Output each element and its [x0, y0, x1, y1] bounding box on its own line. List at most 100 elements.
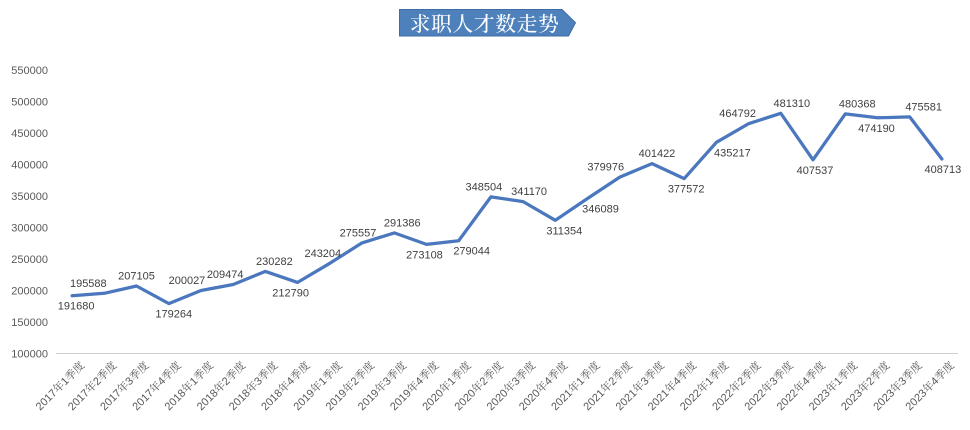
data-label: 209474	[207, 269, 244, 281]
axis-label-text-run: 4	[929, 375, 942, 388]
axis-label-text-run: 3	[896, 375, 909, 388]
axis-label-text-run: 2019	[388, 387, 414, 413]
y-axis-label: 300000	[11, 223, 48, 235]
y-axis-label: 350000	[11, 191, 48, 203]
series-line	[70, 111, 944, 306]
axis-label-text-run: 3	[381, 375, 394, 388]
data-label: 191680	[58, 301, 95, 313]
axis-label-text-run: 2022	[710, 387, 736, 413]
axis-label-text-run: 2020	[453, 387, 479, 413]
axis-label-text-run: 4	[671, 375, 684, 388]
data-label: 474190	[858, 123, 895, 135]
axis-label-text-run: 2017	[34, 387, 60, 413]
axis-label-text-run: 3	[768, 375, 781, 388]
y-axis-label: 200000	[11, 286, 48, 298]
axis-label-text-run: 2020	[517, 387, 543, 413]
x-axis: 2017120172201732017420181201822018320184…	[34, 353, 958, 413]
data-label: 230282	[256, 256, 293, 268]
y-axis-label: 500000	[11, 97, 48, 109]
axis-label-text-run: 3	[510, 375, 523, 388]
data-label: 200027	[169, 275, 206, 287]
data-label: 243204	[304, 248, 341, 260]
axis-label-text-run: 2021	[581, 387, 607, 413]
axis-label-text-run: 2	[478, 375, 491, 388]
axis-label-text-run: 2023	[871, 387, 897, 413]
y-axis-label: 400000	[11, 160, 48, 172]
axis-label-text-run: 2018	[227, 387, 253, 413]
axis-label-text-run: 1	[317, 375, 330, 388]
axis-label-text-run: 2019	[324, 387, 350, 413]
y-axis: 100000 150000 200000 250000 300000 350000 4000…	[11, 65, 48, 361]
data-label: 464792	[719, 108, 756, 120]
data-label: 341170	[511, 186, 547, 198]
data-label: 480368	[839, 98, 876, 110]
axis-label-text-run: 1	[703, 375, 716, 388]
series	[70, 111, 944, 306]
axis-label-text-run: 2022	[678, 387, 704, 413]
axis-label-text-run: 4	[156, 375, 169, 388]
axis-label-text-run: 2018	[163, 387, 189, 413]
axis-label-text-run: 4	[542, 375, 555, 388]
axis-label-text-run: 2020	[420, 387, 446, 413]
axis-label-text-run: 4	[413, 375, 426, 388]
axis-label-text-run: 4	[284, 375, 297, 388]
data-label: 435217	[714, 147, 751, 159]
y-axis-label: 100000	[11, 349, 48, 361]
axis-label-text-run: 2021	[646, 387, 672, 413]
data-label: 379976	[587, 162, 624, 174]
axis-label-text-run: 3	[123, 375, 136, 388]
data-label: 407537	[797, 165, 834, 177]
data-label: 481310	[773, 98, 810, 110]
data-label: 377572	[668, 184, 705, 196]
axis-label-text-run: 2022	[775, 387, 801, 413]
data-label: 273108	[406, 249, 443, 261]
axis-label-text-run: 2018	[259, 387, 285, 413]
axis-label-text-run: 2021	[614, 387, 640, 413]
axis-label-text-run: 2019	[356, 387, 382, 413]
axis-label-text-run: 2020	[485, 387, 511, 413]
axis-label-text-run: 3	[252, 375, 265, 388]
data-label: 279044	[453, 246, 490, 258]
axis-label-text-run: 2021	[549, 387, 575, 413]
axis-label-text-run: 2023	[807, 387, 833, 413]
axis-label-text-run: 2	[220, 375, 233, 388]
data-label: 291386	[384, 217, 421, 229]
data-label: 346089	[582, 203, 619, 215]
axis-label-text-run: 2	[607, 375, 620, 388]
data-label: 207105	[118, 271, 155, 283]
axis-label-text-run: 2017	[130, 387, 156, 413]
axis-label-text-run: 2023	[904, 387, 930, 413]
axis-label-text-run: 2	[864, 375, 877, 388]
axis-label-text-run: 2019	[291, 387, 317, 413]
axis-label-text-run: 2	[735, 375, 748, 388]
data-label: 408713	[925, 164, 962, 176]
y-axis-label: 550000	[11, 65, 48, 77]
axis-label-text-run: 1	[188, 375, 201, 388]
axis-label-text-run: 1	[445, 375, 458, 388]
data-label: 348504	[466, 181, 503, 193]
y-axis-label: 450000	[11, 128, 48, 140]
axis-label-text-run: 2018	[195, 387, 221, 413]
data-label: 475581	[905, 101, 942, 113]
y-axis-label: 150000	[11, 317, 48, 329]
y-axis-label: 250000	[11, 254, 48, 266]
data-label: 179264	[155, 309, 192, 321]
data-label: 311354	[546, 225, 582, 237]
data-label: 212790	[272, 287, 309, 299]
title-banner-shape	[399, 9, 577, 37]
axis-label-text-run: 3	[639, 375, 652, 388]
axis-label-text-run: 2017	[66, 387, 92, 413]
axis-label-text-run: 1	[832, 375, 845, 388]
data-labels: 191680 195588 207105 179264 200027 209474 2302…	[58, 98, 962, 321]
axis-label-text-run: 2022	[742, 387, 768, 413]
axis-label-text-run: 2	[91, 375, 104, 388]
chart-title-banner	[399, 9, 577, 37]
axis-label-text-run: 2017	[98, 387, 124, 413]
axis-label-text-run: 2	[349, 375, 362, 388]
axis-label-text-run: 1	[574, 375, 587, 388]
axis-label-text-run: 4	[800, 375, 813, 388]
data-label: 195588	[70, 278, 107, 290]
axis-label-text-run: 2023	[839, 387, 865, 413]
